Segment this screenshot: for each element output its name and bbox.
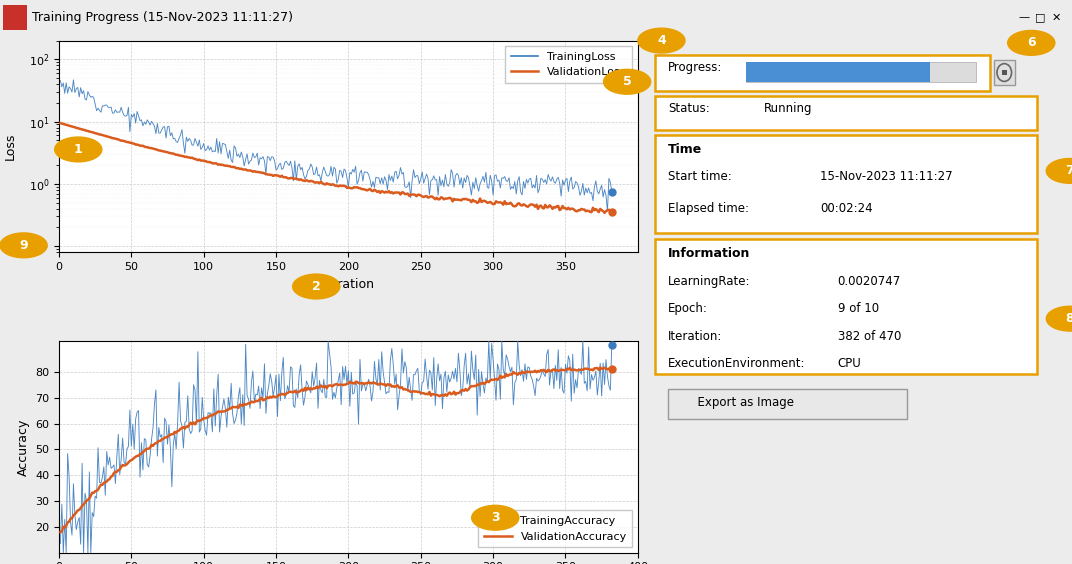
Text: 4: 4 <box>657 34 666 47</box>
Text: LearningRate:: LearningRate: <box>668 275 750 288</box>
Y-axis label: Loss: Loss <box>3 133 17 160</box>
Text: 5: 5 <box>623 75 631 89</box>
Text: Training Progress (15-Nov-2023 11:11:27): Training Progress (15-Nov-2023 11:11:27) <box>32 11 293 24</box>
Text: Start time:: Start time: <box>668 170 732 183</box>
Text: Iteration:: Iteration: <box>668 329 723 343</box>
Text: Export as Image: Export as Image <box>690 396 794 409</box>
Y-axis label: Accuracy: Accuracy <box>16 418 30 475</box>
Text: Information: Information <box>668 246 750 259</box>
Bar <box>655 135 1038 233</box>
Text: Progress:: Progress: <box>668 61 723 74</box>
Text: 382 of 470: 382 of 470 <box>837 329 900 343</box>
Text: Running: Running <box>763 102 813 115</box>
Text: 3: 3 <box>491 511 500 525</box>
X-axis label: Iteration: Iteration <box>322 277 375 290</box>
Text: Epoch:: Epoch: <box>668 302 709 315</box>
Text: 9: 9 <box>19 239 28 252</box>
Text: Time: Time <box>668 143 702 156</box>
Text: 1: 1 <box>74 143 83 156</box>
Legend: TrainingAccuracy, ValidationAccuracy: TrainingAccuracy, ValidationAccuracy <box>478 510 632 547</box>
Bar <box>655 239 1038 373</box>
Legend: TrainingLoss, ValidationLoss: TrainingLoss, ValidationLoss <box>505 46 632 83</box>
Bar <box>668 389 907 418</box>
Text: CPU: CPU <box>837 357 861 370</box>
Text: 00:02:24: 00:02:24 <box>820 201 873 215</box>
Text: ExecutionEnvironment:: ExecutionEnvironment: <box>668 357 806 370</box>
Text: —: — <box>1018 12 1029 23</box>
Text: 7: 7 <box>1066 164 1072 178</box>
Text: Elapsed time:: Elapsed time: <box>668 201 749 215</box>
Bar <box>746 62 930 82</box>
Bar <box>1002 70 1007 76</box>
Bar <box>994 60 1015 85</box>
Text: 9 of 10: 9 of 10 <box>837 302 879 315</box>
Text: 0.0020747: 0.0020747 <box>837 275 900 288</box>
Bar <box>655 55 989 90</box>
Text: 15-Nov-2023 11:11:27: 15-Nov-2023 11:11:27 <box>820 170 953 183</box>
Text: 8: 8 <box>1066 312 1072 325</box>
Text: 6: 6 <box>1027 36 1036 50</box>
Text: Status:: Status: <box>668 102 710 115</box>
Text: 2: 2 <box>312 280 321 293</box>
Bar <box>3 5 27 30</box>
Text: ✕: ✕ <box>1052 12 1060 23</box>
Bar <box>746 62 977 82</box>
Text: □: □ <box>1034 12 1045 23</box>
Bar <box>655 96 1038 130</box>
